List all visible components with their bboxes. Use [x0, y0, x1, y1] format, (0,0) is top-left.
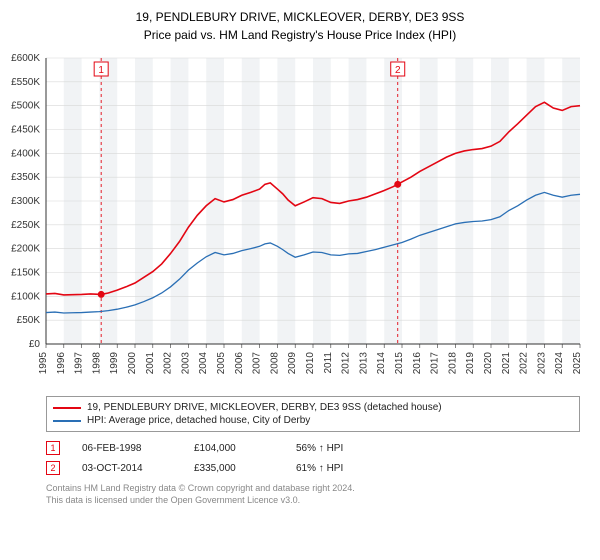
- svg-text:2004: 2004: [198, 352, 209, 375]
- svg-text:2017: 2017: [430, 352, 441, 375]
- legend-swatch: [53, 407, 81, 409]
- legend-swatch: [53, 420, 81, 422]
- svg-text:2020: 2020: [483, 352, 494, 375]
- svg-text:£500K: £500K: [11, 101, 40, 112]
- attribution-line: Contains HM Land Registry data © Crown c…: [46, 482, 580, 494]
- sales-list: 1 06-FEB-1998 £104,000 56% ↑ HPI 2 03-OC…: [46, 438, 580, 478]
- legend: 19, PENDLEBURY DRIVE, MICKLEOVER, DERBY,…: [46, 396, 580, 432]
- svg-text:£300K: £300K: [11, 196, 40, 207]
- svg-text:2007: 2007: [252, 352, 263, 375]
- svg-text:2016: 2016: [412, 352, 423, 375]
- svg-text:1995: 1995: [38, 352, 49, 375]
- sale-vs-hpi: 56% ↑ HPI: [296, 443, 343, 454]
- svg-text:2001: 2001: [145, 352, 156, 375]
- svg-text:2025: 2025: [572, 352, 583, 375]
- svg-text:2010: 2010: [305, 352, 316, 375]
- sale-marker-icon: 2: [46, 461, 60, 475]
- chart-area: £0 £50K £100K £150K £200K £250K £300K £350K £400…: [0, 50, 600, 390]
- svg-text:2023: 2023: [536, 352, 547, 375]
- svg-text:£400K: £400K: [11, 148, 40, 159]
- attribution: Contains HM Land Registry data © Crown c…: [46, 482, 580, 506]
- svg-text:2009: 2009: [287, 352, 298, 375]
- svg-text:2: 2: [395, 65, 401, 76]
- svg-text:£250K: £250K: [11, 220, 40, 231]
- svg-text:£600K: £600K: [11, 53, 40, 64]
- attribution-line: This data is licensed under the Open Gov…: [46, 494, 580, 506]
- svg-text:£150K: £150K: [11, 268, 40, 279]
- svg-text:1998: 1998: [91, 352, 102, 375]
- svg-text:2014: 2014: [376, 352, 387, 375]
- chart-title-line2: Price paid vs. HM Land Registry's House …: [0, 26, 600, 44]
- svg-text:1999: 1999: [109, 352, 120, 375]
- sale-price: £335,000: [194, 463, 274, 474]
- sale-date: 03-OCT-2014: [82, 463, 172, 474]
- legend-label: HPI: Average price, detached house, City…: [87, 415, 310, 426]
- svg-text:2019: 2019: [465, 352, 476, 375]
- svg-text:2012: 2012: [341, 352, 352, 375]
- svg-text:£350K: £350K: [11, 172, 40, 183]
- svg-text:2008: 2008: [269, 352, 280, 375]
- sale-row: 1 06-FEB-1998 £104,000 56% ↑ HPI: [46, 438, 580, 458]
- svg-text:2024: 2024: [554, 352, 565, 375]
- svg-text:2000: 2000: [127, 352, 138, 375]
- sale-row: 2 03-OCT-2014 £335,000 61% ↑ HPI: [46, 458, 580, 478]
- sale-marker-icon: 1: [46, 441, 60, 455]
- svg-text:£0: £0: [29, 339, 41, 350]
- sale-date: 06-FEB-1998: [82, 443, 172, 454]
- svg-text:2015: 2015: [394, 352, 405, 375]
- svg-text:2003: 2003: [180, 352, 191, 375]
- svg-text:£50K: £50K: [17, 315, 41, 326]
- price-chart-svg: £0 £50K £100K £150K £200K £250K £300K £350K £400…: [0, 50, 600, 390]
- legend-row: HPI: Average price, detached house, City…: [53, 414, 573, 427]
- svg-text:2018: 2018: [447, 352, 458, 375]
- svg-text:£100K: £100K: [11, 291, 40, 302]
- legend-label: 19, PENDLEBURY DRIVE, MICKLEOVER, DERBY,…: [87, 402, 442, 413]
- svg-text:1996: 1996: [56, 352, 67, 375]
- svg-text:£200K: £200K: [11, 244, 40, 255]
- chart-title-block: 19, PENDLEBURY DRIVE, MICKLEOVER, DERBY,…: [0, 0, 600, 44]
- legend-row: 19, PENDLEBURY DRIVE, MICKLEOVER, DERBY,…: [53, 401, 573, 414]
- svg-text:2013: 2013: [358, 352, 369, 375]
- svg-text:2006: 2006: [234, 352, 245, 375]
- svg-text:£450K: £450K: [11, 125, 40, 136]
- svg-text:2002: 2002: [163, 352, 174, 375]
- svg-text:£550K: £550K: [11, 77, 40, 88]
- sale-vs-hpi: 61% ↑ HPI: [296, 463, 343, 474]
- chart-title-line1: 19, PENDLEBURY DRIVE, MICKLEOVER, DERBY,…: [0, 8, 600, 26]
- svg-text:2011: 2011: [323, 352, 334, 374]
- sale-price: £104,000: [194, 443, 274, 454]
- svg-text:1997: 1997: [74, 352, 85, 375]
- svg-text:2022: 2022: [519, 352, 530, 375]
- svg-text:2021: 2021: [501, 352, 512, 375]
- svg-text:1: 1: [98, 65, 104, 76]
- page-container: { "title": { "line1": "19, PENDLEBURY DR…: [0, 0, 600, 560]
- svg-text:2005: 2005: [216, 352, 227, 375]
